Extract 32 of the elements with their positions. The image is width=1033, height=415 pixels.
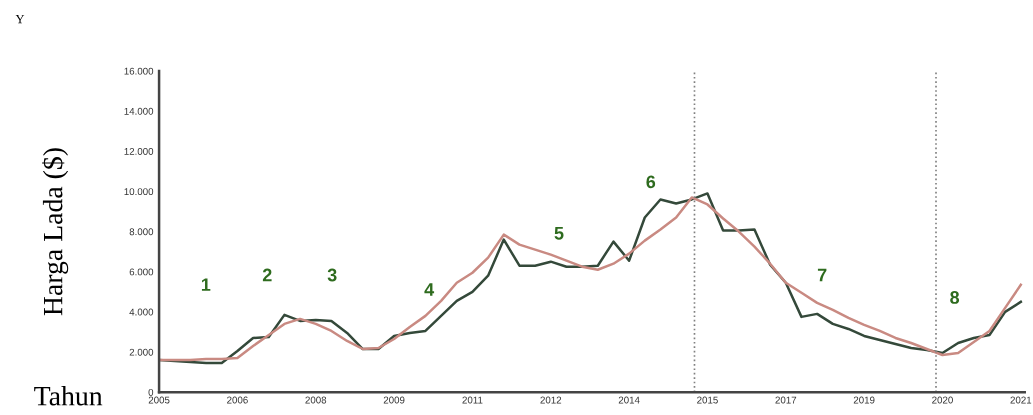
y-tick-label: 6.000 <box>129 268 154 276</box>
x-tick-label: 2011 <box>462 396 483 404</box>
x-tick-label: 2015 <box>697 396 718 404</box>
y-tick-label: 10.000 <box>124 188 154 196</box>
annotation: 1 <box>201 278 211 291</box>
y-tick-label: 12.000 <box>124 148 154 155</box>
y-tick-label: 8.000 <box>129 228 154 236</box>
annotation: 3 <box>327 268 337 282</box>
annotation: 2 <box>262 268 272 282</box>
text: Y <box>15 15 25 24</box>
annotation: 6 <box>646 175 656 189</box>
y-tick-label: 14.000 <box>124 107 154 115</box>
y-tick-label: 2.000 <box>129 348 154 356</box>
x-tick-label: 2005 <box>148 396 170 404</box>
y-tick-label: 0 <box>148 388 154 396</box>
annotation: 5 <box>554 227 564 240</box>
x-tick-label: 2017 <box>775 396 797 404</box>
y-tick-label: 4.000 <box>129 308 154 316</box>
annotation: 8 <box>950 291 960 304</box>
x-tick-label: 2006 <box>227 396 248 404</box>
x-tick-label: 2020 <box>932 396 953 404</box>
annotation: 7 <box>817 268 827 282</box>
x-axis-title: Tahun <box>34 386 103 406</box>
y-axis-title: Harga Lada ($) <box>42 148 69 316</box>
x-tick-label: 2009 <box>383 396 405 404</box>
x-tick-label: 2012 <box>540 396 562 404</box>
x-tick-label: 2021 <box>1010 396 1032 404</box>
y-tick-label: 16.000 <box>124 67 154 75</box>
x-tick-label: 2019 <box>853 396 875 404</box>
x-tick-label: 2008 <box>305 396 327 404</box>
x-tick-label: 2014 <box>618 396 640 404</box>
annotation: 4 <box>424 283 435 296</box>
